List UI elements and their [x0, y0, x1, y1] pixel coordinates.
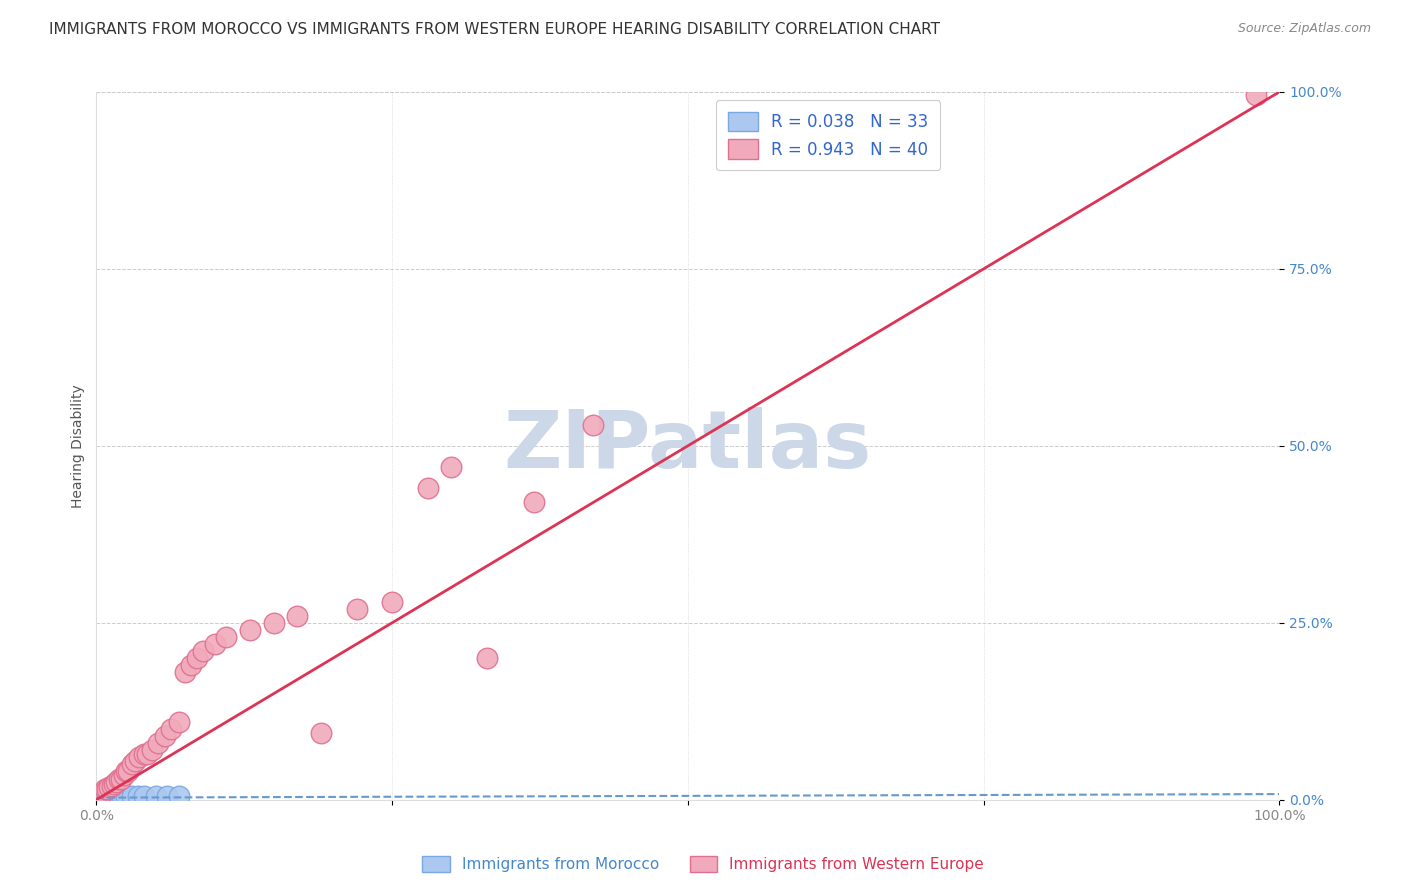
- Point: [174, 665, 197, 680]
- Point: [105, 775, 128, 789]
- Point: [100, 790, 122, 805]
- Point: [186, 651, 208, 665]
- Point: [96, 789, 118, 804]
- Point: [215, 630, 238, 644]
- Point: [104, 789, 127, 804]
- Point: [381, 594, 404, 608]
- Point: [90, 790, 112, 805]
- Point: [101, 789, 124, 804]
- Point: [440, 460, 463, 475]
- Point: [117, 764, 139, 779]
- Point: [191, 644, 214, 658]
- Point: [121, 789, 143, 804]
- Text: ZIPatlas: ZIPatlas: [503, 407, 872, 485]
- Point: [94, 789, 117, 804]
- Point: [309, 725, 332, 739]
- Point: [93, 790, 115, 805]
- Point: [93, 789, 115, 804]
- Text: Source: ZipAtlas.com: Source: ZipAtlas.com: [1237, 22, 1371, 36]
- Point: [91, 790, 114, 805]
- Point: [94, 789, 117, 803]
- Point: [93, 782, 115, 797]
- Point: [108, 772, 131, 786]
- Point: [127, 789, 149, 804]
- Point: [96, 789, 118, 804]
- Point: [98, 789, 121, 804]
- Point: [582, 417, 605, 432]
- Point: [108, 789, 131, 804]
- Point: [167, 714, 190, 729]
- Point: [167, 789, 190, 803]
- Point: [103, 789, 125, 804]
- Point: [1244, 88, 1267, 103]
- Point: [91, 789, 114, 804]
- Point: [121, 757, 143, 772]
- Point: [132, 747, 155, 761]
- Point: [100, 779, 122, 793]
- Point: [124, 754, 146, 768]
- Point: [115, 789, 138, 804]
- Point: [97, 790, 120, 805]
- Point: [146, 736, 169, 750]
- Point: [89, 789, 111, 804]
- Text: IMMIGRANTS FROM MOROCCO VS IMMIGRANTS FROM WESTERN EUROPE HEARING DISABILITY COR: IMMIGRANTS FROM MOROCCO VS IMMIGRANTS FR…: [49, 22, 941, 37]
- Point: [100, 789, 122, 804]
- Point: [90, 789, 112, 804]
- Point: [98, 780, 121, 794]
- Legend: Immigrants from Morocco, Immigrants from Western Europe: Immigrants from Morocco, Immigrants from…: [415, 848, 991, 880]
- Point: [112, 768, 135, 782]
- Point: [239, 623, 262, 637]
- Point: [180, 658, 202, 673]
- Point: [204, 637, 226, 651]
- Point: [136, 747, 159, 761]
- Point: [287, 608, 309, 623]
- Point: [111, 789, 134, 804]
- Point: [115, 764, 138, 779]
- Point: [523, 495, 546, 509]
- Point: [96, 782, 118, 797]
- Point: [93, 789, 115, 803]
- Point: [97, 789, 120, 803]
- Point: [153, 729, 176, 743]
- Point: [160, 722, 183, 736]
- Point: [110, 772, 132, 786]
- Point: [91, 786, 114, 800]
- Y-axis label: Hearing Disability: Hearing Disability: [72, 384, 86, 508]
- Point: [87, 790, 110, 805]
- Point: [475, 651, 498, 665]
- Point: [141, 743, 163, 757]
- Point: [93, 789, 115, 804]
- Point: [100, 789, 122, 804]
- Point: [263, 615, 285, 630]
- Point: [132, 789, 155, 803]
- Point: [416, 481, 439, 495]
- Point: [128, 750, 150, 764]
- Point: [107, 789, 129, 804]
- Point: [156, 789, 179, 803]
- Point: [346, 601, 368, 615]
- Point: [103, 777, 125, 791]
- Legend: R = 0.038   N = 33, R = 0.943   N = 40: R = 0.038 N = 33, R = 0.943 N = 40: [716, 100, 939, 170]
- Point: [145, 789, 167, 804]
